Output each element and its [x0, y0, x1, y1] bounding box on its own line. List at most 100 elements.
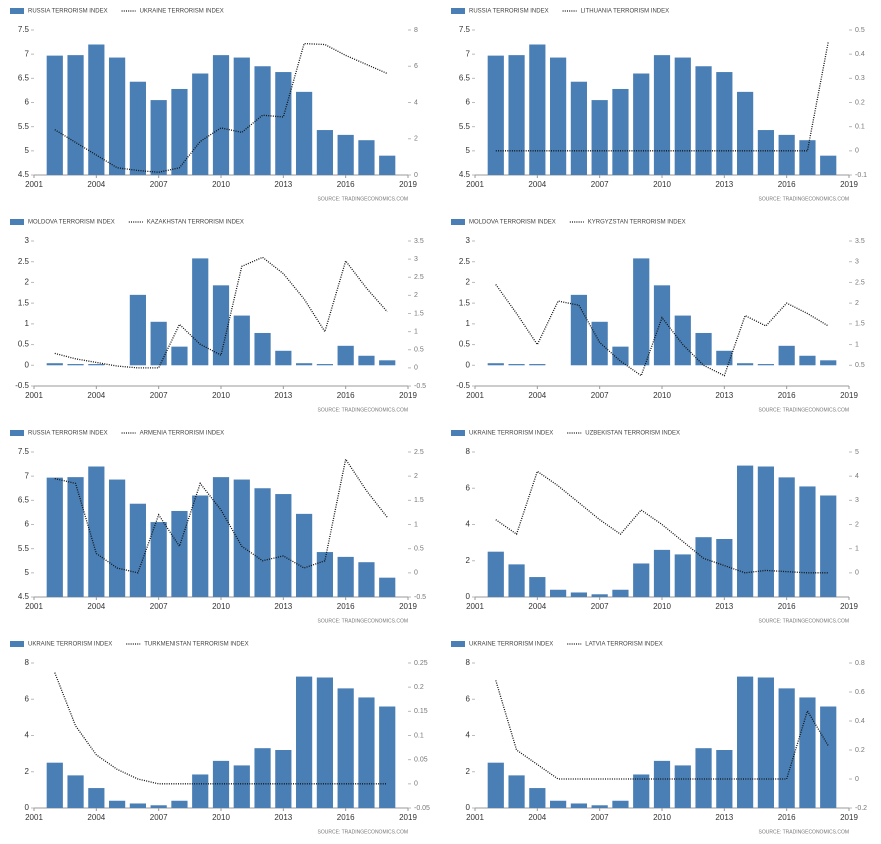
y2-tick-label: 2	[855, 300, 859, 307]
chart-panel: UKRAINE TERRORISM INDEX UZBEKISTAN TERROR…	[451, 430, 859, 624]
y2-tick-label: -0.05	[414, 805, 430, 812]
y-tick-label: 0	[25, 803, 30, 812]
x-tick-label: 2001	[466, 391, 484, 400]
bar	[799, 486, 816, 597]
y-tick-label: 8	[466, 658, 471, 667]
bar	[591, 321, 608, 366]
bar	[109, 57, 126, 175]
x-tick-label: 2007	[591, 180, 609, 189]
bar	[192, 258, 209, 366]
bar	[212, 55, 230, 176]
x-tick-label: 2019	[840, 391, 858, 400]
legend-label: RUSSIA TERRORISM INDEX	[28, 9, 108, 15]
x-tick-label: 2016	[778, 813, 796, 822]
legend-label: UKRAINE TERRORISM INDEX	[469, 642, 553, 648]
legend-label: UKRAINE TERRORISM INDEX	[28, 642, 112, 648]
y2-tick-label: 2	[855, 521, 859, 528]
bar	[88, 364, 105, 366]
bar	[716, 72, 733, 175]
legend-label: MOLDOVA TERRORISM INDEX	[28, 220, 115, 226]
bar	[109, 800, 126, 808]
bar	[820, 155, 837, 175]
y-tick-label: 1.5	[459, 298, 471, 307]
bar	[653, 549, 671, 597]
bar	[192, 73, 209, 175]
legend-label: UKRAINE TERRORISM INDEX	[469, 431, 553, 437]
bar	[653, 760, 671, 808]
bar	[150, 321, 167, 366]
x-tick-label: 2001	[466, 180, 484, 189]
y2-tick-label: 0.5	[414, 546, 424, 553]
x-tick-label: 2004	[87, 391, 105, 400]
y2-tick-label: 0.6	[855, 689, 865, 696]
y-tick-label: 7	[466, 49, 471, 58]
y2-tick-label: 0	[414, 365, 418, 372]
bar	[633, 563, 650, 597]
y-tick-label: 6	[25, 98, 30, 107]
y2-tick-label: 0.5	[855, 27, 865, 34]
bar	[737, 363, 754, 366]
chart-panel: UKRAINE TERRORISM INDEX LATVIA TERRORISM …	[451, 641, 867, 835]
y-tick-label: 0	[466, 592, 471, 601]
y-tick-label: 7	[25, 49, 30, 58]
y-tick-label: 6.5	[18, 495, 30, 504]
legend-swatch	[451, 430, 465, 436]
bar	[275, 72, 292, 175]
x-tick-label: 2007	[150, 602, 168, 611]
y-tick-label: 6	[25, 520, 30, 529]
bar	[570, 81, 587, 175]
source-note: SOURCE: TRADINGECONOMICS.COM	[318, 407, 408, 413]
y-tick-label: -0.5	[456, 381, 470, 390]
y-tick-label: 7.5	[459, 25, 471, 34]
bar	[358, 562, 375, 597]
bar	[633, 258, 650, 366]
y-tick-label: 8	[25, 658, 30, 667]
bar	[192, 774, 209, 808]
bar	[674, 554, 691, 597]
y-tick-label: 1.5	[18, 298, 30, 307]
x-tick-label: 2016	[778, 180, 796, 189]
bar	[67, 364, 84, 366]
source-note: SOURCE: TRADINGECONOMICS.COM	[318, 618, 408, 624]
y2-tick-label: 3	[414, 256, 418, 263]
bar	[529, 44, 546, 175]
bar	[799, 697, 816, 808]
bar	[46, 363, 63, 366]
source-note: SOURCE: TRADINGECONOMICS.COM	[759, 829, 849, 835]
bar	[674, 765, 691, 808]
bar	[529, 364, 546, 366]
bar	[67, 55, 84, 176]
y2-tick-label: 0.4	[855, 51, 865, 58]
y-tick-label: 8	[466, 447, 471, 456]
bar	[150, 805, 167, 808]
y-tick-label: 6	[466, 483, 471, 492]
y-tick-label: 0	[25, 360, 30, 369]
y2-tick-label: 1	[855, 546, 859, 553]
y-tick-label: 6.5	[18, 73, 30, 82]
bar	[799, 355, 816, 366]
legend-swatch	[451, 8, 465, 14]
x-tick-label: 2007	[591, 602, 609, 611]
y2-tick-label: 8	[414, 27, 418, 34]
bar	[171, 346, 188, 366]
y-tick-label: 4.5	[459, 170, 471, 179]
y-tick-label: 1	[466, 319, 471, 328]
bar	[695, 748, 712, 808]
bar	[633, 774, 650, 808]
legend-swatch	[451, 219, 465, 225]
legend-label: RUSSIA TERRORISM INDEX	[28, 431, 108, 437]
bar	[296, 513, 313, 597]
bar	[695, 66, 712, 175]
bar	[254, 748, 271, 808]
y-tick-label: 6.5	[459, 73, 471, 82]
bar	[591, 594, 608, 597]
x-tick-label: 2019	[399, 180, 417, 189]
x-tick-label: 2013	[715, 391, 733, 400]
y2-tick-label: -0.1	[855, 172, 867, 179]
bar	[778, 134, 795, 175]
y2-tick-label: -0.2	[855, 805, 867, 812]
x-tick-label: 2019	[399, 391, 417, 400]
y2-tick-label: 1.5	[855, 321, 865, 328]
bar	[192, 495, 209, 597]
